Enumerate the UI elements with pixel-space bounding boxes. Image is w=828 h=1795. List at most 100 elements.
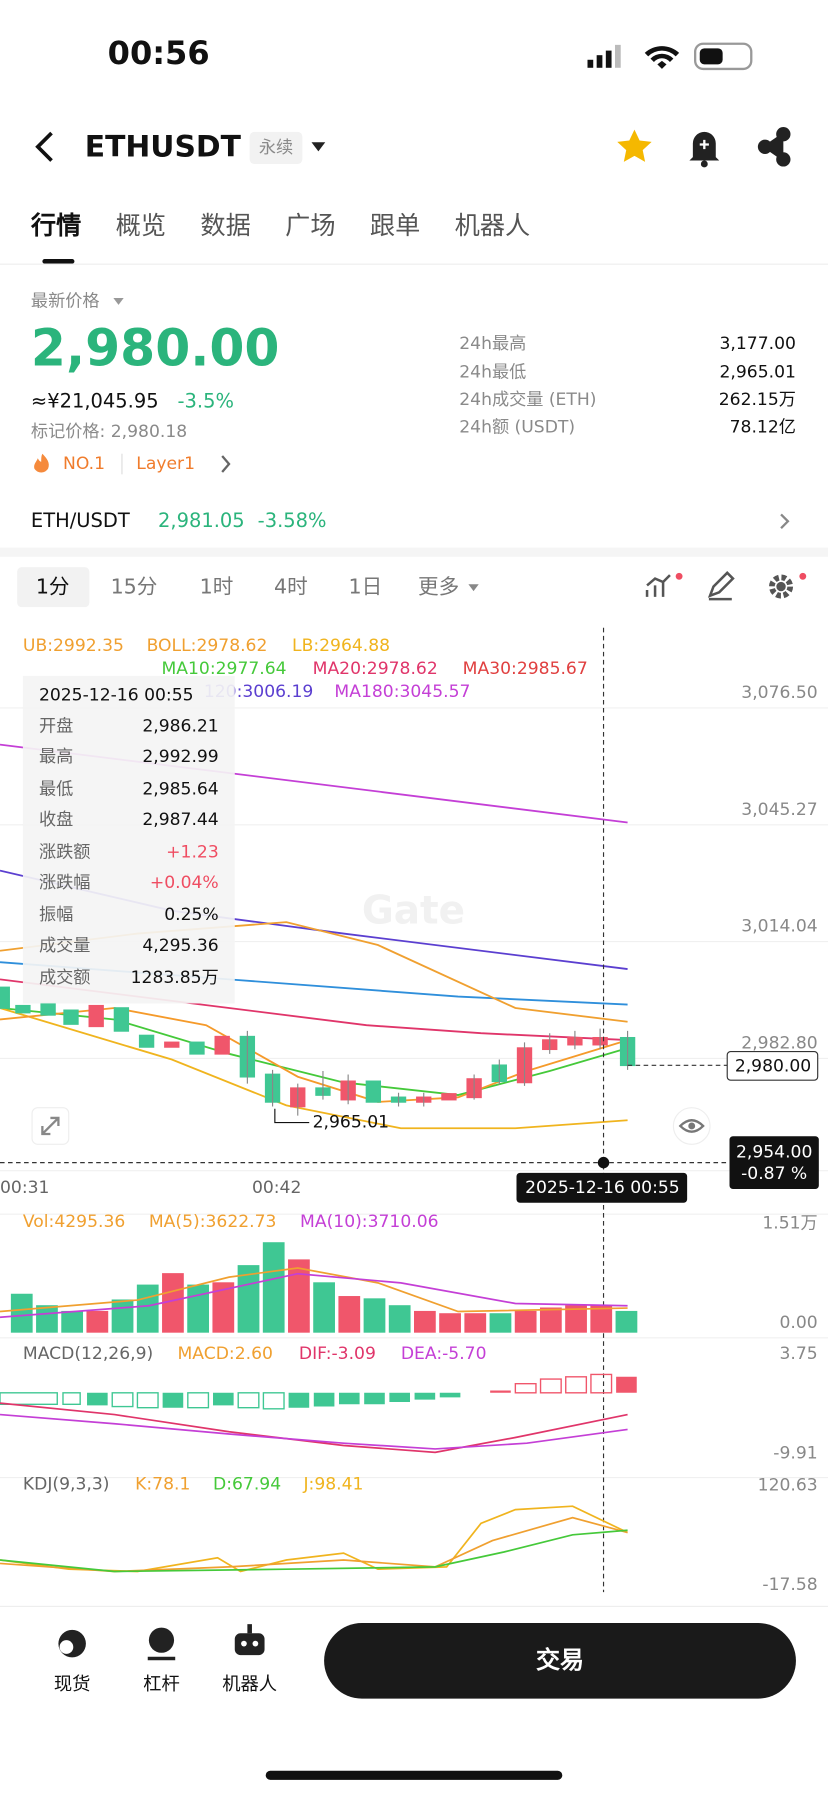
candles-part (246, 1028, 629, 1116)
alert[interactable] (689, 131, 720, 168)
legend: J:98.41 (302, 1474, 363, 1494)
cursor-price: 2,954.00 (736, 1142, 812, 1162)
alert-part (699, 139, 709, 150)
axis-label: -9.91 (773, 1444, 817, 1464)
legend: MA30:2985.67 (463, 659, 588, 679)
volume-bars-part (565, 1305, 587, 1333)
volume-bars-part (514, 1310, 537, 1333)
tooltip-label: 收盘 (39, 810, 73, 830)
tab[interactable]: 机器人 (455, 211, 531, 240)
interval[interactable]: 更多 (418, 575, 459, 599)
kdj-lines-part (0, 1529, 628, 1573)
tab[interactable]: 数据 (200, 211, 250, 240)
tab[interactable]: 行情 (30, 211, 81, 240)
crosshair-dot (597, 1156, 610, 1169)
share[interactable] (757, 127, 791, 167)
change: -3.5% (178, 390, 234, 413)
tab[interactable]: 跟单 (370, 211, 420, 240)
volume-bars-part (61, 1310, 84, 1333)
stat-label: 24h额 (USDT) (459, 417, 575, 437)
favorite[interactable] (617, 129, 652, 162)
nav-item[interactable]: 杠杆 (143, 1674, 180, 1695)
interval[interactable]: 15分 (111, 575, 158, 599)
nav: 现货 杠杆 机器人 (54, 1674, 277, 1695)
eye-part (678, 1119, 705, 1133)
volume-bars-part (187, 1284, 210, 1333)
volume-bars-part (262, 1242, 285, 1333)
pair-change: -3.58% (258, 509, 327, 532)
macd-bars-part (0, 1413, 628, 1450)
macd-bars-part (616, 1376, 637, 1393)
nav-item[interactable]: 机器人 (222, 1674, 277, 1695)
tooltip-bg (22, 675, 235, 1004)
tab[interactable]: 概览 (116, 211, 166, 240)
tooltip-value: 2,987.44 (142, 810, 218, 830)
tooltip-value: +0.04% (150, 873, 219, 893)
nav-icons-part (148, 1627, 175, 1653)
tooltip-value: 4,295.36 (142, 936, 218, 956)
tooltip-value: 0.25% (164, 905, 219, 925)
volume-bars-part (36, 1305, 58, 1333)
volume-bars-part (363, 1298, 386, 1333)
legend: DIF:-3.09 (299, 1344, 376, 1364)
caret (468, 584, 479, 592)
crosshair (0, 627, 730, 1593)
symbol: ETHUSDT (85, 129, 242, 164)
status-icons-part (644, 46, 680, 69)
stat-value: 262.15万 (719, 390, 796, 410)
interval[interactable]: 1日 (348, 575, 382, 599)
legend: KDJ(9,3,3) (23, 1474, 110, 1494)
chart-tools-part (675, 572, 683, 580)
legend: MACD(12,26,9) (23, 1344, 153, 1364)
stat-value: 2,965.01 (720, 362, 796, 382)
legend: MA(10):3710.06 (300, 1212, 438, 1232)
volume-bars-part (539, 1307, 562, 1333)
cursor-time: 2025-12-16 00:55 (525, 1178, 680, 1198)
interval[interactable]: 1时 (200, 575, 234, 599)
stats: 24h最高 3,177.00 24h最低 2,965.01 24h成交量 (ET… (459, 334, 796, 438)
candles-part (365, 1080, 382, 1103)
chart-tools-part (799, 572, 807, 580)
axis-label: 3.75 (779, 1344, 817, 1364)
nav-icons-part (234, 1633, 265, 1656)
back-button[interactable] (35, 131, 53, 162)
volume-bars-part (288, 1259, 310, 1333)
tooltip-label: 成交量 (39, 936, 90, 956)
nav-icons-part (241, 1640, 247, 1647)
nav-icons (58, 1624, 265, 1661)
volume-bars-part (313, 1282, 335, 1333)
volume-bars-part (237, 1265, 260, 1333)
stat-label: 24h成交量 (ETH) (459, 390, 596, 410)
legend: MA(5):3622.73 (149, 1212, 277, 1232)
tooltip-value: 2,985.64 (142, 779, 218, 799)
volume-bars (0, 1242, 638, 1333)
dropdown[interactable] (311, 142, 326, 152)
badge[interactable]: NO.1 (63, 454, 105, 474)
badge[interactable]: Layer1 (136, 454, 195, 474)
eye-part (688, 1122, 696, 1130)
axis-label: -17.58 (762, 1575, 817, 1595)
trade-button[interactable] (324, 1623, 796, 1699)
pair-name[interactable]: ETH/USDT (31, 509, 130, 532)
expand[interactable] (31, 1107, 70, 1145)
volume-legend: Vol:4295.36 MA(5):3622.73 MA(10):3710.06… (23, 1212, 818, 1333)
current-price-box (726, 1050, 819, 1081)
eye[interactable] (672, 1107, 711, 1145)
volume-bars-part (10, 1293, 33, 1333)
legend: MA10:2977.64 (161, 659, 286, 679)
nav-item[interactable]: 现货 (54, 1674, 91, 1695)
macd-legend: MACD(12,26,9) MACD:2.60 DIF:-3.09 DEA:-5… (23, 1344, 818, 1464)
tooltip-label: 成交额 (39, 968, 90, 988)
interval[interactable]: 1分 (36, 575, 70, 599)
candles-part (63, 1009, 79, 1025)
chart-tools[interactable] (645, 571, 807, 601)
interval[interactable]: 4时 (274, 575, 308, 599)
macd-bars-part (514, 1373, 613, 1394)
legend: MA20:2978.62 (313, 659, 438, 679)
time-label: 00:31 (0, 1178, 49, 1198)
tab[interactable]: 广场 (285, 211, 335, 240)
status-icons-part (596, 55, 603, 68)
legend: Vol:4295.36 (23, 1212, 125, 1232)
low-label: 2,965.01 (313, 1113, 389, 1133)
ma-lines-part (0, 1007, 628, 1130)
